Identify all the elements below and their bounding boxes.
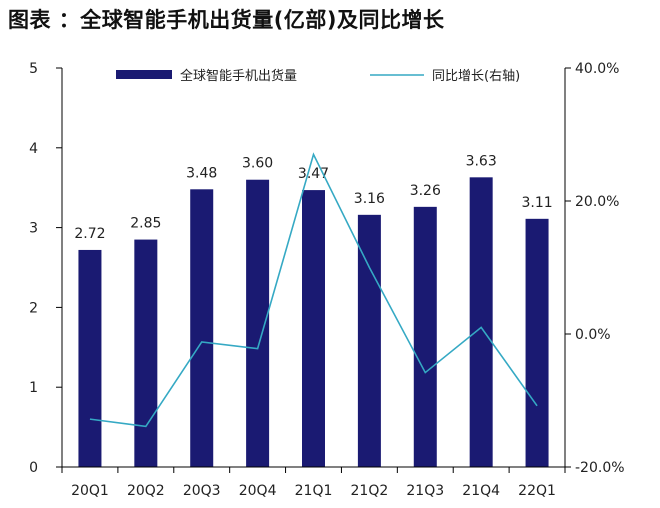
category-labels: 20Q1 20Q2 20Q3 20Q4 21Q1 21Q2 21Q3 21Q4 22Q1 [71, 483, 556, 499]
left-tick-label: 1 [29, 380, 38, 396]
right-tick-label: 40.0% [575, 61, 619, 77]
bar [413, 206, 437, 468]
category-label: 21Q1 [295, 483, 333, 499]
bar-value-label: 3.63 [466, 153, 497, 169]
bar [134, 239, 158, 467]
left-axis-ticks: 0 1 2 3 4 5 [29, 61, 62, 476]
left-tick-label: 5 [29, 61, 38, 77]
growth-line [89, 152, 538, 428]
axes [61, 68, 566, 473]
bar-value-label: 3.11 [521, 195, 552, 211]
bar-value-label: 3.60 [242, 156, 273, 172]
bar-value-labels: 2.72 2.85 3.48 3.60 3.47 3.16 3.26 3.63 3.11 [74, 153, 552, 242]
right-axis-ticks: -20.0% 0.0% 20.0% 40.0% [565, 61, 625, 476]
left-tick-label: 4 [29, 141, 38, 157]
page-title: 图表 ：全球智能手机出货量(亿部)及同比增长 [8, 8, 445, 32]
bar [469, 177, 493, 468]
bar-value-label: 3.47 [298, 166, 329, 182]
left-tick-label: 3 [29, 221, 38, 237]
category-label: 21Q3 [406, 483, 444, 499]
legend-bar-swatch [116, 70, 172, 79]
legend-line-label: 同比增长(右轴) [432, 69, 520, 84]
left-tick-label: 0 [29, 460, 38, 476]
category-label: 22Q1 [518, 483, 556, 499]
category-label: 20Q1 [71, 483, 109, 499]
bar [78, 249, 102, 467]
bar [190, 189, 214, 467]
right-tick-label: -20.0% [575, 460, 625, 476]
bar [525, 218, 549, 467]
legend-bar-label: 全球智能手机出货量 [180, 68, 297, 84]
category-label: 21Q4 [462, 483, 500, 499]
category-label: 20Q2 [127, 483, 165, 499]
bar [246, 179, 270, 467]
right-tick-label: 20.0% [575, 194, 619, 210]
category-label: 20Q3 [183, 483, 221, 499]
bar-value-label: 3.48 [186, 165, 217, 181]
bar-value-label: 2.72 [74, 226, 105, 242]
bar-value-label: 2.85 [130, 216, 161, 232]
category-label: 21Q2 [351, 483, 389, 499]
bar [302, 190, 325, 467]
bar-series [78, 177, 549, 468]
bar-value-label: 3.26 [410, 183, 441, 199]
legend: 全球智能手机出货量 同比增长(右轴) [116, 68, 520, 84]
category-label: 20Q4 [239, 483, 277, 499]
right-tick-label: 0.0% [575, 327, 611, 343]
bar-value-label: 3.16 [354, 191, 385, 207]
left-tick-label: 2 [29, 300, 38, 316]
